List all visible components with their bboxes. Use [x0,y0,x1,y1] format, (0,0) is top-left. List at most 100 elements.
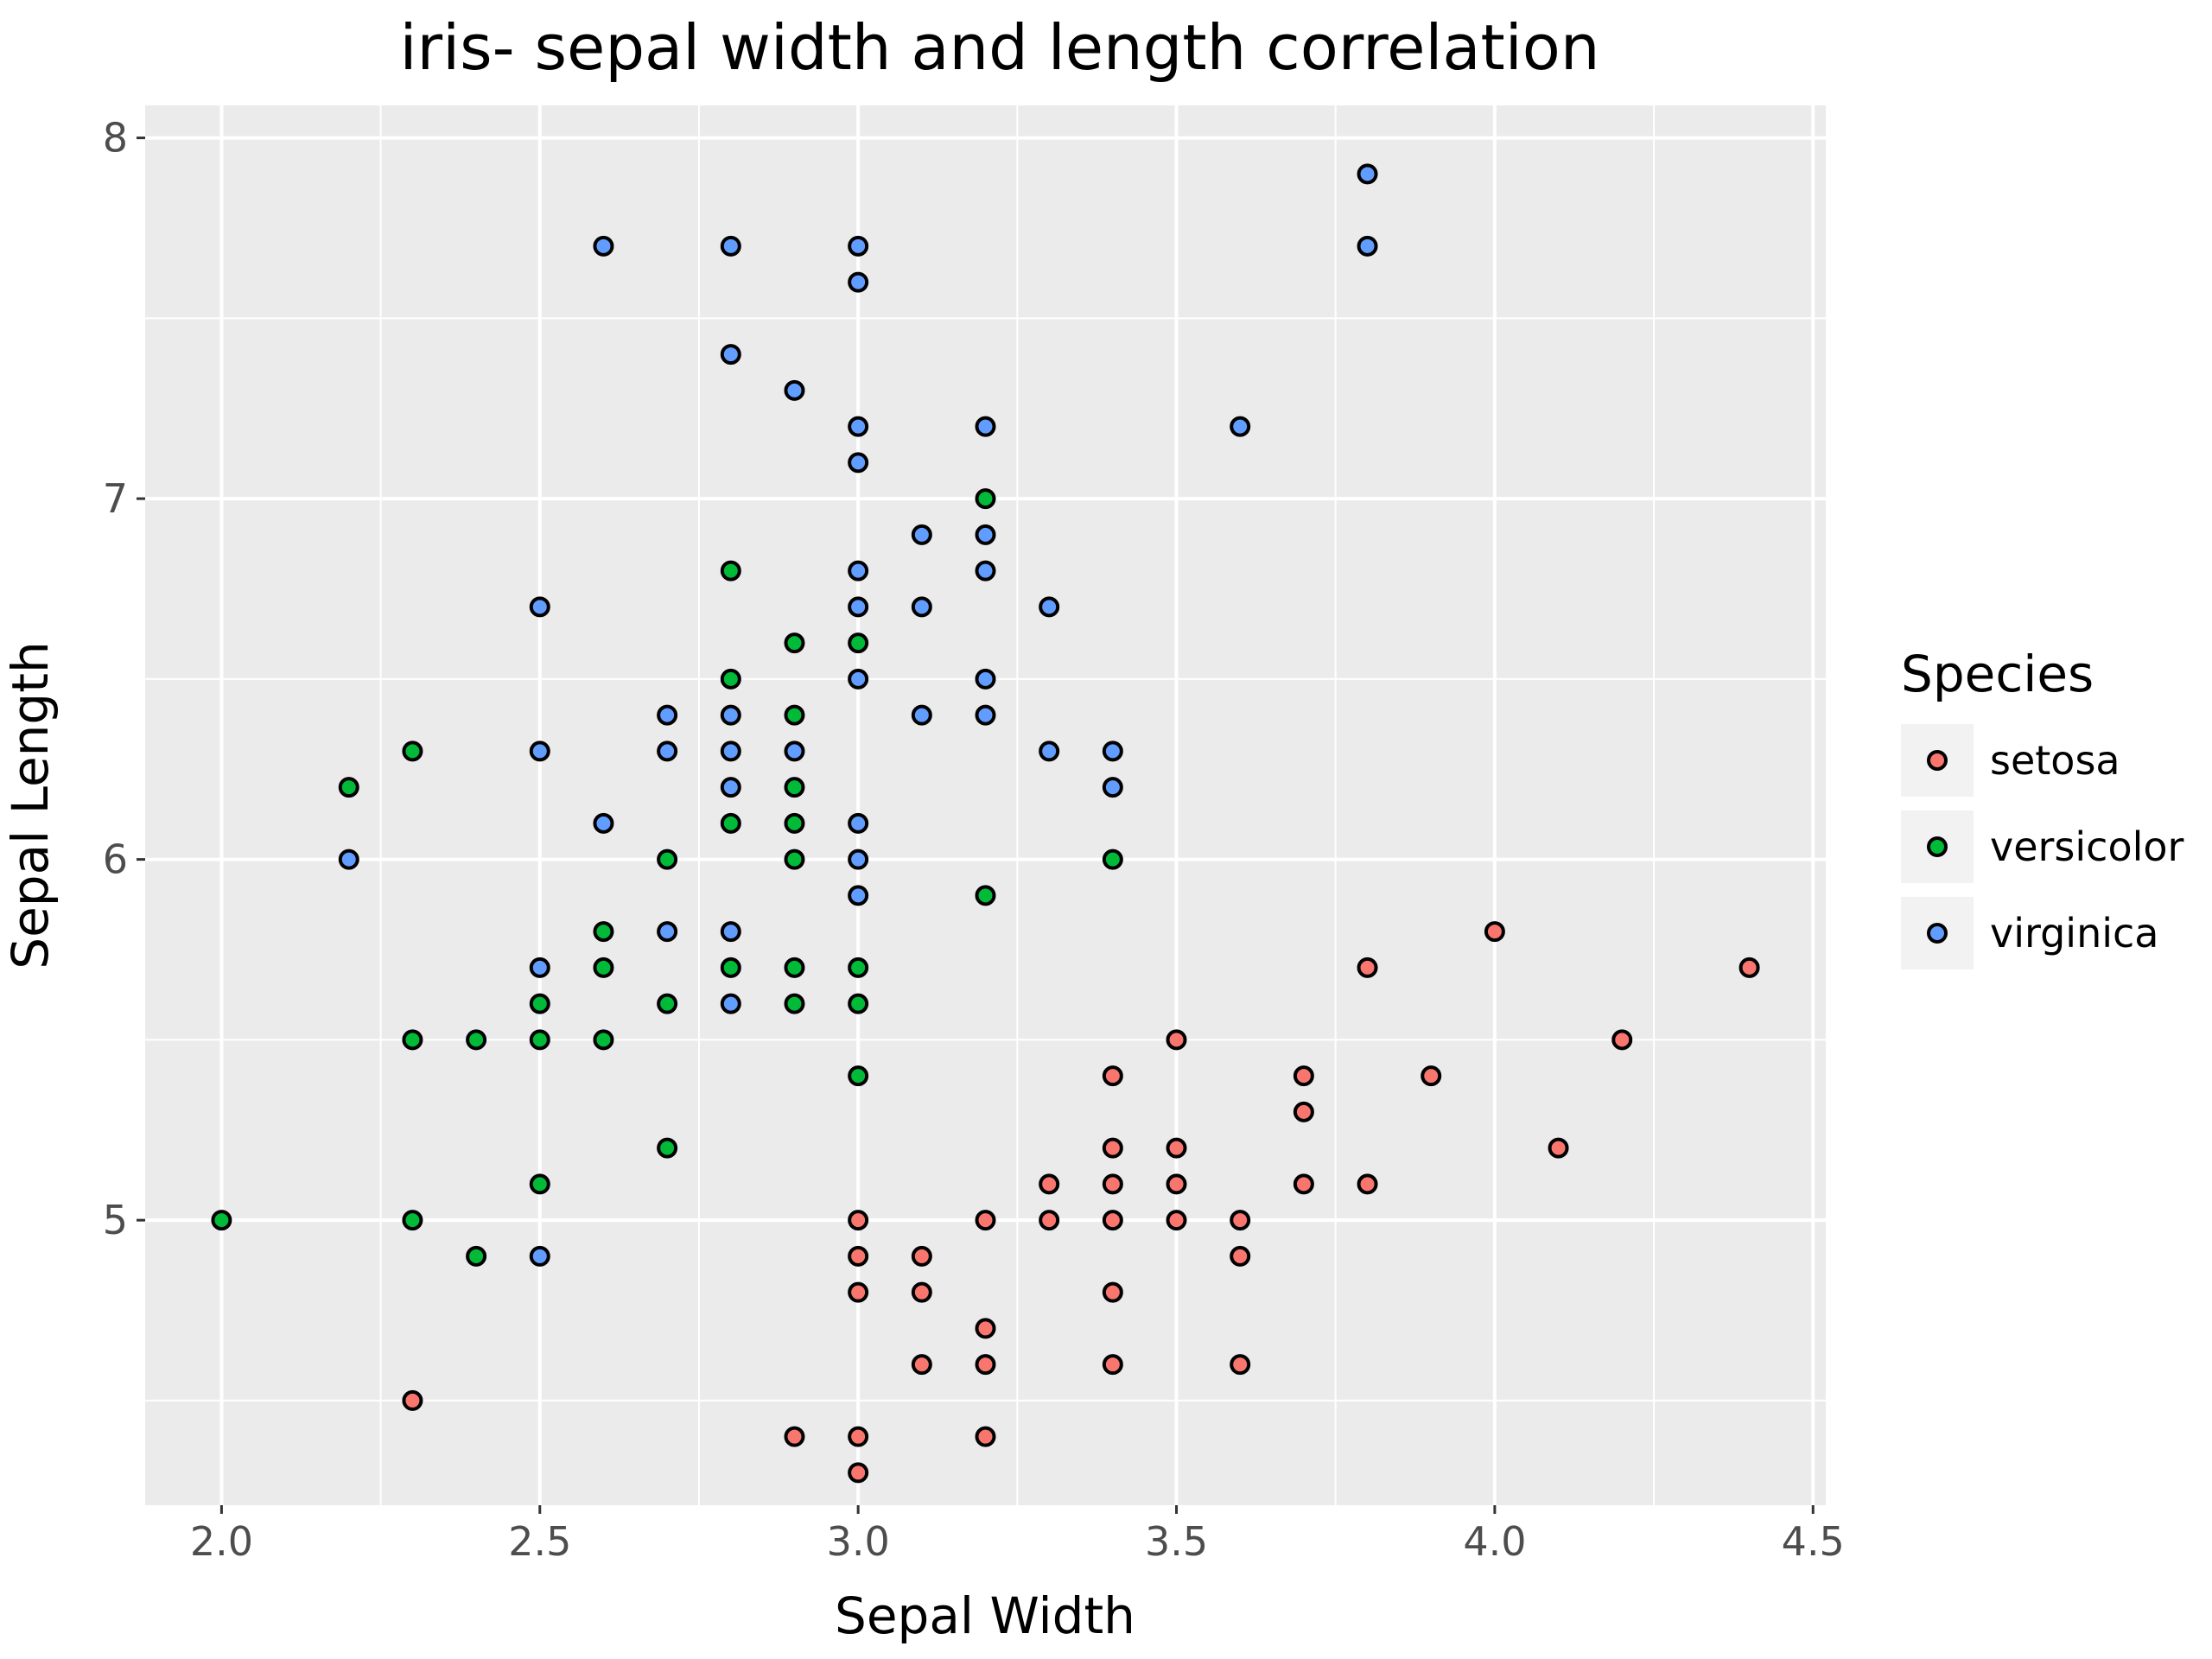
data-points [211,163,1760,1484]
chart-title: iris- sepal width and length correlation [400,11,1600,84]
data-point-setosa [1611,1029,1633,1051]
data-point-virginica [848,271,869,293]
data-point-setosa [1738,957,1760,978]
data-point-setosa [1102,1354,1123,1376]
data-point-versicolor [657,1137,678,1159]
data-point-setosa [1039,1173,1060,1195]
data-point-setosa [1357,1173,1378,1195]
data-point-versicolor [1102,849,1123,870]
data-point-virginica [1102,741,1123,762]
data-point-setosa [1293,1101,1314,1122]
plot-background [145,105,1826,1505]
data-point-setosa [1102,1137,1123,1159]
legend-marker-versicolor [1927,836,1948,857]
data-point-virginica [1357,235,1378,257]
legend-marker-setosa [1927,750,1948,771]
data-point-setosa [1102,1281,1123,1303]
data-point-versicolor [784,957,805,978]
data-point-virginica [848,668,869,690]
data-point-virginica [1039,596,1060,618]
data-point-setosa [1102,1210,1123,1231]
data-point-virginica [975,524,996,545]
data-point-versicolor [784,704,805,726]
data-point-setosa [848,1462,869,1484]
data-point-setosa [1357,957,1378,978]
data-point-versicolor [784,777,805,798]
data-point-versicolor [657,993,678,1014]
data-point-setosa [1230,1245,1251,1267]
data-point-versicolor [593,921,614,943]
legend-items: setosa versicolor virginica [1901,724,2184,969]
data-point-versicolor [720,957,741,978]
data-point-virginica [848,560,869,582]
data-point-virginica [1039,741,1060,762]
y-tick-label: 6 [103,836,128,883]
x-tick-label: 2.0 [190,1518,253,1565]
legend-item-virginica: virginica [1901,897,2159,969]
data-point-versicolor [529,1029,550,1051]
data-point-setosa [911,1245,932,1267]
data-point-versicolor [593,957,614,978]
data-point-setosa [975,1354,996,1376]
data-point-virginica [657,704,678,726]
data-point-setosa [1166,1029,1187,1051]
data-point-virginica [529,741,550,762]
y-tick-label: 7 [103,475,128,522]
data-point-versicolor [402,1210,423,1231]
x-tick-label: 3.5 [1145,1518,1208,1565]
data-point-versicolor [720,560,741,582]
y-axis: 5 6 7 8 [103,115,145,1243]
data-point-versicolor [466,1245,487,1267]
data-point-setosa [1293,1065,1314,1087]
data-point-setosa [911,1281,932,1303]
data-point-setosa [402,1389,423,1411]
x-tick-label: 2.5 [508,1518,571,1565]
data-point-virginica [975,560,996,582]
data-point-setosa [1484,921,1505,943]
data-point-virginica [593,235,614,257]
series-versicolor [211,488,1123,1267]
data-point-virginica [848,596,869,618]
x-tick-label: 3.0 [827,1518,890,1565]
data-point-versicolor [784,632,805,654]
data-point-virginica [657,921,678,943]
data-point-setosa [1293,1173,1314,1195]
data-point-versicolor [720,668,741,690]
data-point-setosa [975,1426,996,1447]
legend-item-setosa: setosa [1901,724,2120,797]
data-point-virginica [848,849,869,870]
data-point-virginica [784,741,805,762]
data-point-virginica [593,812,614,834]
data-point-versicolor [848,632,869,654]
data-point-versicolor [848,993,869,1014]
data-point-virginica [720,777,741,798]
data-point-setosa [1548,1137,1569,1159]
data-point-versicolor [402,741,423,762]
data-point-versicolor [720,812,741,834]
series-virginica [338,163,1378,1267]
data-point-virginica [720,235,741,257]
data-point-virginica [784,379,805,401]
data-point-virginica [720,921,741,943]
legend-label-virginica: virginica [1990,910,2159,957]
data-point-versicolor [529,993,550,1014]
data-point-setosa [1102,1065,1123,1087]
data-point-virginica [1357,163,1378,185]
legend-marker-virginica [1927,923,1948,944]
data-point-virginica [1102,777,1123,798]
data-point-virginica [911,704,932,726]
x-axis: 2.0 2.5 3.0 3.5 4.0 4.5 [190,1505,1845,1565]
data-point-virginica [720,344,741,365]
data-point-setosa [848,1281,869,1303]
data-point-versicolor [466,1029,487,1051]
data-point-virginica [975,416,996,437]
data-point-versicolor [848,957,869,978]
data-point-virginica [720,704,741,726]
data-point-virginica [720,993,741,1014]
data-point-virginica [338,849,359,870]
data-point-setosa [1230,1354,1251,1376]
series-setosa [402,921,1760,1484]
data-point-setosa [911,1354,932,1376]
data-point-versicolor [784,849,805,870]
